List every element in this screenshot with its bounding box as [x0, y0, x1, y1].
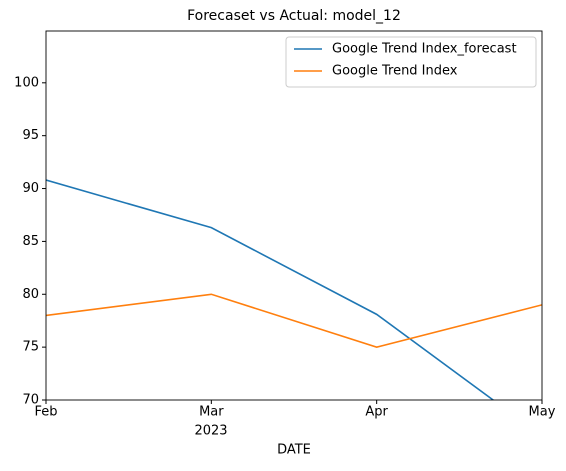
x-tick-label: Mar: [199, 405, 224, 420]
x-tick-label: May: [529, 405, 556, 420]
series-line: [46, 293, 542, 348]
y-tick-label: 100: [14, 75, 39, 90]
legend-label: Google Trend Index: [332, 64, 458, 79]
y-tick-label: 85: [22, 234, 39, 249]
plot-area: [46, 179, 542, 400]
series-line: [46, 179, 495, 400]
y-tick-label: 90: [22, 181, 39, 196]
y-tick-label: 95: [22, 128, 39, 143]
legend-box: [285, 36, 537, 88]
y-tick-label: 70: [22, 393, 39, 408]
y-tick-label: 80: [22, 287, 39, 302]
x-tick-label: Feb: [34, 405, 57, 420]
x-tick-label: Apr: [365, 405, 388, 420]
x-year-label: 2023: [194, 424, 227, 439]
y-tick-label: 75: [22, 340, 39, 355]
legend-label: Google Trend Index_forecast: [332, 42, 517, 57]
axes-frame: [45, 30, 543, 401]
x-axis-label: DATE: [277, 443, 311, 458]
chart-title: Forecaset vs Actual: model_12: [187, 8, 401, 24]
